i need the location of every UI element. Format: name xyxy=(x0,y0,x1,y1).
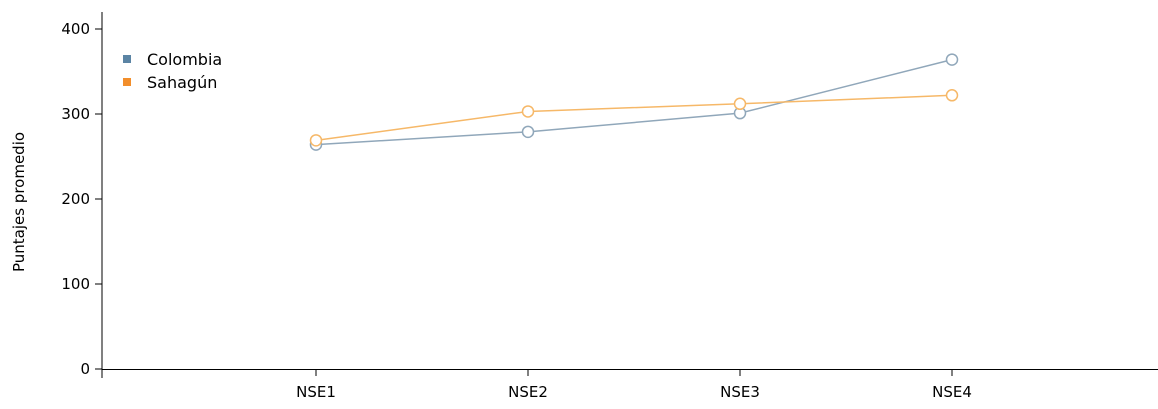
legend-swatch xyxy=(123,55,131,63)
x-ticks: NSE1 NSE2 NSE3 NSE4 xyxy=(296,369,972,401)
y-axis-title: Puntajes promedio xyxy=(10,132,28,272)
legend-swatch xyxy=(123,78,131,86)
legend: Colombia Sahagún xyxy=(123,50,222,92)
series-colombia xyxy=(309,53,959,151)
series-line xyxy=(315,94,953,142)
y-tick-label: 300 xyxy=(61,105,90,123)
series-sahagún xyxy=(309,89,959,147)
legend-label: Sahagún xyxy=(147,73,217,92)
data-point xyxy=(521,125,535,139)
data-point xyxy=(309,134,323,147)
legend-label: Colombia xyxy=(147,50,222,69)
axes xyxy=(101,12,1158,378)
x-tick-label: NSE2 xyxy=(508,383,548,401)
y-tick-label: 100 xyxy=(61,275,90,293)
y-tick-label: 200 xyxy=(61,190,90,208)
y-tick-label: 0 xyxy=(80,360,90,378)
series xyxy=(309,53,959,151)
x-tick-label: NSE4 xyxy=(932,383,972,401)
data-point xyxy=(521,105,535,118)
x-tick-label: NSE3 xyxy=(720,383,760,401)
x-tick-label: NSE1 xyxy=(296,383,336,401)
y-ticks: 0 100 200 300 400 xyxy=(61,20,102,378)
data-point xyxy=(945,89,959,102)
data-point xyxy=(733,97,747,111)
series-line xyxy=(315,58,953,146)
data-point xyxy=(945,53,959,66)
y-tick-label: 400 xyxy=(61,20,90,38)
